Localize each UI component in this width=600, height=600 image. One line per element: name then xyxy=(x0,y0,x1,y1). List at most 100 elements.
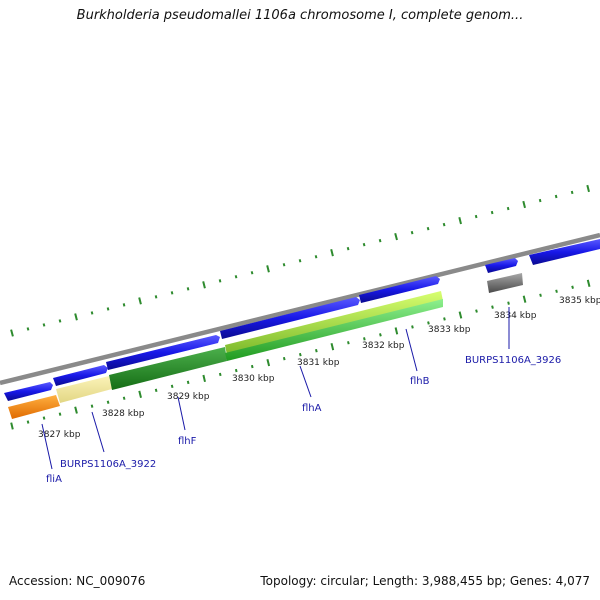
gene-arrow[interactable] xyxy=(529,239,600,265)
axis-label: 3835 kbp xyxy=(559,296,600,306)
tick-mark xyxy=(539,293,542,297)
gene-label-BURPS1106A_3926[interactable]: BURPS1106A_3926 xyxy=(465,355,561,366)
tick-mark xyxy=(426,226,430,231)
topology-stats-text: Topology: circular; Length: 3,988,455 bp… xyxy=(260,574,590,588)
tick-mark xyxy=(218,372,222,377)
tick-mark xyxy=(202,374,206,383)
tick-mark xyxy=(170,291,174,295)
tick-mark xyxy=(410,230,414,235)
inner-tick-ring xyxy=(10,279,591,430)
tick-mark xyxy=(507,301,510,305)
tick-mark xyxy=(315,348,318,353)
tick-mark xyxy=(346,246,350,251)
tick-mark xyxy=(522,200,526,209)
gene-label-flhB[interactable]: flhB xyxy=(410,376,430,387)
tick-mark xyxy=(522,295,527,303)
tick-mark xyxy=(379,333,382,337)
tick-mark xyxy=(42,416,46,420)
tick-mark xyxy=(538,198,542,203)
tick-mark xyxy=(394,233,398,241)
gene-label-BURPS1106A_3922[interactable]: BURPS1106A_3922 xyxy=(60,459,156,470)
gene-arrow[interactable] xyxy=(53,365,108,386)
axis-label: 3830 kbp xyxy=(232,374,275,384)
tick-mark xyxy=(330,249,334,257)
tick-mark xyxy=(74,406,78,414)
gene-flhB[interactable] xyxy=(225,299,443,361)
tick-mark xyxy=(266,358,271,367)
outer-tick-ring xyxy=(10,184,590,337)
tick-mark xyxy=(554,194,558,199)
gene-arrow[interactable] xyxy=(485,258,518,273)
tick-mark xyxy=(122,303,126,307)
axis-label: 3832 kbp xyxy=(362,341,405,351)
forward-gene-track xyxy=(4,239,600,401)
tick-mark xyxy=(378,238,382,243)
tick-mark xyxy=(10,329,14,337)
backbone-track xyxy=(0,232,600,386)
gene-label-flhF[interactable]: flhF xyxy=(178,436,197,447)
tick-mark xyxy=(411,325,414,329)
tick-mark xyxy=(234,368,238,373)
tick-mark xyxy=(586,184,590,193)
tick-mark xyxy=(347,341,350,345)
tick-mark xyxy=(298,352,302,357)
gene-flhF[interactable] xyxy=(109,347,227,390)
tick-mark xyxy=(330,343,335,351)
tick-mark xyxy=(298,259,302,263)
tick-mark xyxy=(282,263,286,267)
axis-labels: 3827 kbp 3828 kbp 3829 kbp 3830 kbp 3831… xyxy=(38,296,600,440)
gene-flhA[interactable] xyxy=(225,291,443,355)
tick-mark xyxy=(458,311,463,319)
tick-mark xyxy=(442,222,446,227)
gene-arrow[interactable] xyxy=(359,276,440,303)
tick-mark xyxy=(26,420,30,424)
accession-text: Accession: NC_009076 xyxy=(9,574,146,588)
tick-mark xyxy=(186,287,190,291)
tick-mark xyxy=(586,279,591,287)
tick-mark xyxy=(202,281,206,289)
tick-mark xyxy=(170,384,174,389)
tick-mark xyxy=(186,380,190,385)
tick-mark xyxy=(42,323,46,327)
tick-mark xyxy=(266,265,270,273)
gene-BURPS1106A_3926[interactable] xyxy=(487,273,523,293)
axis-label: 3828 kbp xyxy=(102,409,145,419)
axis-label: 3827 kbp xyxy=(38,430,81,440)
tick-mark xyxy=(74,313,78,321)
gene-fliA[interactable] xyxy=(8,395,60,419)
tick-mark xyxy=(474,214,478,219)
tick-mark xyxy=(491,305,494,309)
tick-mark xyxy=(571,285,574,289)
tick-mark xyxy=(90,311,94,315)
tick-mark xyxy=(58,412,62,416)
tick-mark xyxy=(458,216,462,225)
tick-mark xyxy=(506,206,510,211)
tick-mark xyxy=(490,210,494,215)
gene-label-fliA[interactable]: fliA xyxy=(46,474,62,485)
tick-mark xyxy=(394,327,399,335)
gene-arrow[interactable] xyxy=(106,335,220,370)
axis-label: 3834 kbp xyxy=(494,311,537,321)
tick-mark xyxy=(58,319,62,323)
tick-mark xyxy=(427,321,430,325)
gene-arrow[interactable] xyxy=(4,382,53,401)
tick-mark xyxy=(282,356,286,361)
axis-label: 3831 kbp xyxy=(297,358,340,368)
tick-mark xyxy=(154,295,158,299)
tick-mark xyxy=(218,279,222,283)
map-title: Burkholderia pseudomallei 1106a chromoso… xyxy=(76,8,524,23)
tick-mark xyxy=(90,404,94,408)
tick-mark xyxy=(10,422,14,430)
gene-BURPS1106A_3922[interactable] xyxy=(56,376,112,403)
tick-mark xyxy=(250,271,254,275)
gene-arrow[interactable] xyxy=(220,297,360,339)
tick-mark xyxy=(362,242,366,247)
tick-mark xyxy=(443,317,446,321)
tick-mark xyxy=(475,309,478,313)
tick-mark xyxy=(122,396,126,400)
reverse-gene-track xyxy=(8,273,523,419)
tick-mark xyxy=(555,289,558,293)
axis-label: 3833 kbp xyxy=(428,325,471,335)
gene-label-flhA[interactable]: flhA xyxy=(302,403,322,414)
